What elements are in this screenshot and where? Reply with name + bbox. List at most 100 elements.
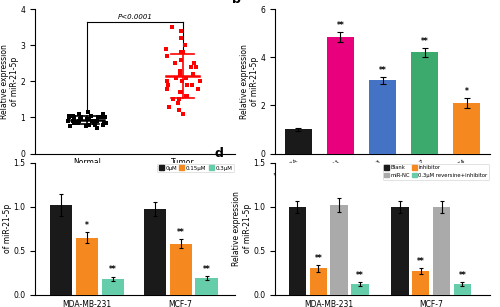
Point: [172, 75, 180, 80]
Point: [181, 43, 189, 48]
Point: [166, 104, 173, 109]
Point: [92, 119, 100, 123]
Point: [100, 120, 108, 125]
Point: [94, 115, 102, 120]
Point: [98, 111, 106, 116]
Text: **: **: [378, 66, 386, 75]
Point: [176, 90, 184, 95]
Bar: [453, 103, 480, 154]
Point: [76, 111, 84, 116]
Point: [196, 79, 203, 84]
Point: [91, 122, 99, 127]
Point: [176, 29, 184, 33]
Bar: [76, 238, 98, 295]
Point: [182, 75, 190, 80]
Text: **: **: [314, 254, 322, 262]
Point: [77, 115, 85, 120]
Bar: [288, 207, 306, 295]
Point: [163, 86, 171, 91]
Text: d: d: [215, 147, 224, 161]
Point: [192, 64, 200, 69]
Point: [100, 122, 108, 127]
Bar: [433, 207, 450, 295]
Point: [88, 113, 96, 118]
Point: [65, 113, 73, 118]
Text: *: *: [464, 87, 468, 96]
Text: **: **: [177, 228, 184, 237]
Bar: [411, 52, 438, 154]
Bar: [352, 284, 369, 295]
Text: P<0.0001: P<0.0001: [118, 14, 152, 20]
Point: [69, 113, 77, 118]
Bar: [369, 80, 396, 154]
Point: [189, 72, 197, 77]
Y-axis label: Relative expression
of miR-21-5p: Relative expression of miR-21-5p: [0, 44, 19, 119]
Bar: [327, 37, 354, 154]
Point: [162, 46, 170, 51]
Point: [74, 120, 82, 125]
Point: [171, 61, 179, 66]
Point: [75, 119, 83, 123]
Y-axis label: Relative expression
of miR-21-5p: Relative expression of miR-21-5p: [0, 191, 12, 266]
Bar: [454, 284, 471, 295]
Point: [184, 93, 192, 98]
Point: [76, 117, 84, 122]
Point: [65, 115, 73, 120]
Point: [178, 79, 186, 84]
Point: [169, 97, 177, 102]
Point: [77, 117, 85, 122]
Bar: [102, 279, 124, 295]
Point: [83, 117, 91, 122]
Point: [70, 115, 78, 120]
Point: [162, 79, 170, 84]
Point: [86, 122, 94, 127]
Text: **: **: [356, 271, 364, 280]
Point: [92, 119, 100, 123]
Point: [177, 50, 185, 55]
Point: [178, 90, 186, 95]
Text: **: **: [109, 266, 116, 274]
Point: [84, 117, 92, 122]
Point: [188, 83, 196, 87]
Bar: [330, 205, 348, 295]
Point: [96, 115, 104, 120]
Bar: [412, 271, 430, 295]
Point: [82, 124, 90, 129]
Point: [164, 83, 172, 87]
Text: b: b: [232, 0, 241, 6]
Point: [70, 119, 78, 123]
Point: [70, 117, 78, 122]
Point: [90, 120, 98, 125]
Text: **: **: [458, 271, 466, 280]
Point: [176, 72, 184, 77]
Point: [178, 36, 186, 41]
Bar: [391, 207, 408, 295]
Y-axis label: Relative expression
of miR-21-5p: Relative expression of miR-21-5p: [232, 191, 252, 266]
Point: [186, 64, 194, 69]
Text: **: **: [336, 21, 344, 30]
Point: [178, 57, 186, 62]
Point: [184, 83, 192, 87]
Bar: [196, 278, 218, 295]
Text: **: **: [420, 37, 428, 46]
Point: [194, 86, 202, 91]
Point: [190, 61, 198, 66]
Text: **: **: [417, 257, 424, 266]
Point: [168, 25, 175, 30]
Point: [101, 115, 109, 120]
Point: [88, 119, 96, 123]
Bar: [285, 130, 312, 154]
Point: [174, 101, 182, 106]
Point: [176, 97, 184, 102]
Point: [176, 68, 184, 73]
Point: [175, 108, 183, 113]
Point: [70, 120, 78, 125]
Point: [97, 115, 105, 120]
Point: [100, 115, 108, 120]
Point: [180, 111, 188, 116]
Text: **: **: [202, 265, 210, 274]
Bar: [50, 205, 72, 295]
Text: *: *: [85, 221, 89, 230]
Point: [64, 119, 72, 123]
Legend: 0μM, 0.15μM, 0.3μM: 0μM, 0.15μM, 0.3μM: [157, 164, 234, 172]
